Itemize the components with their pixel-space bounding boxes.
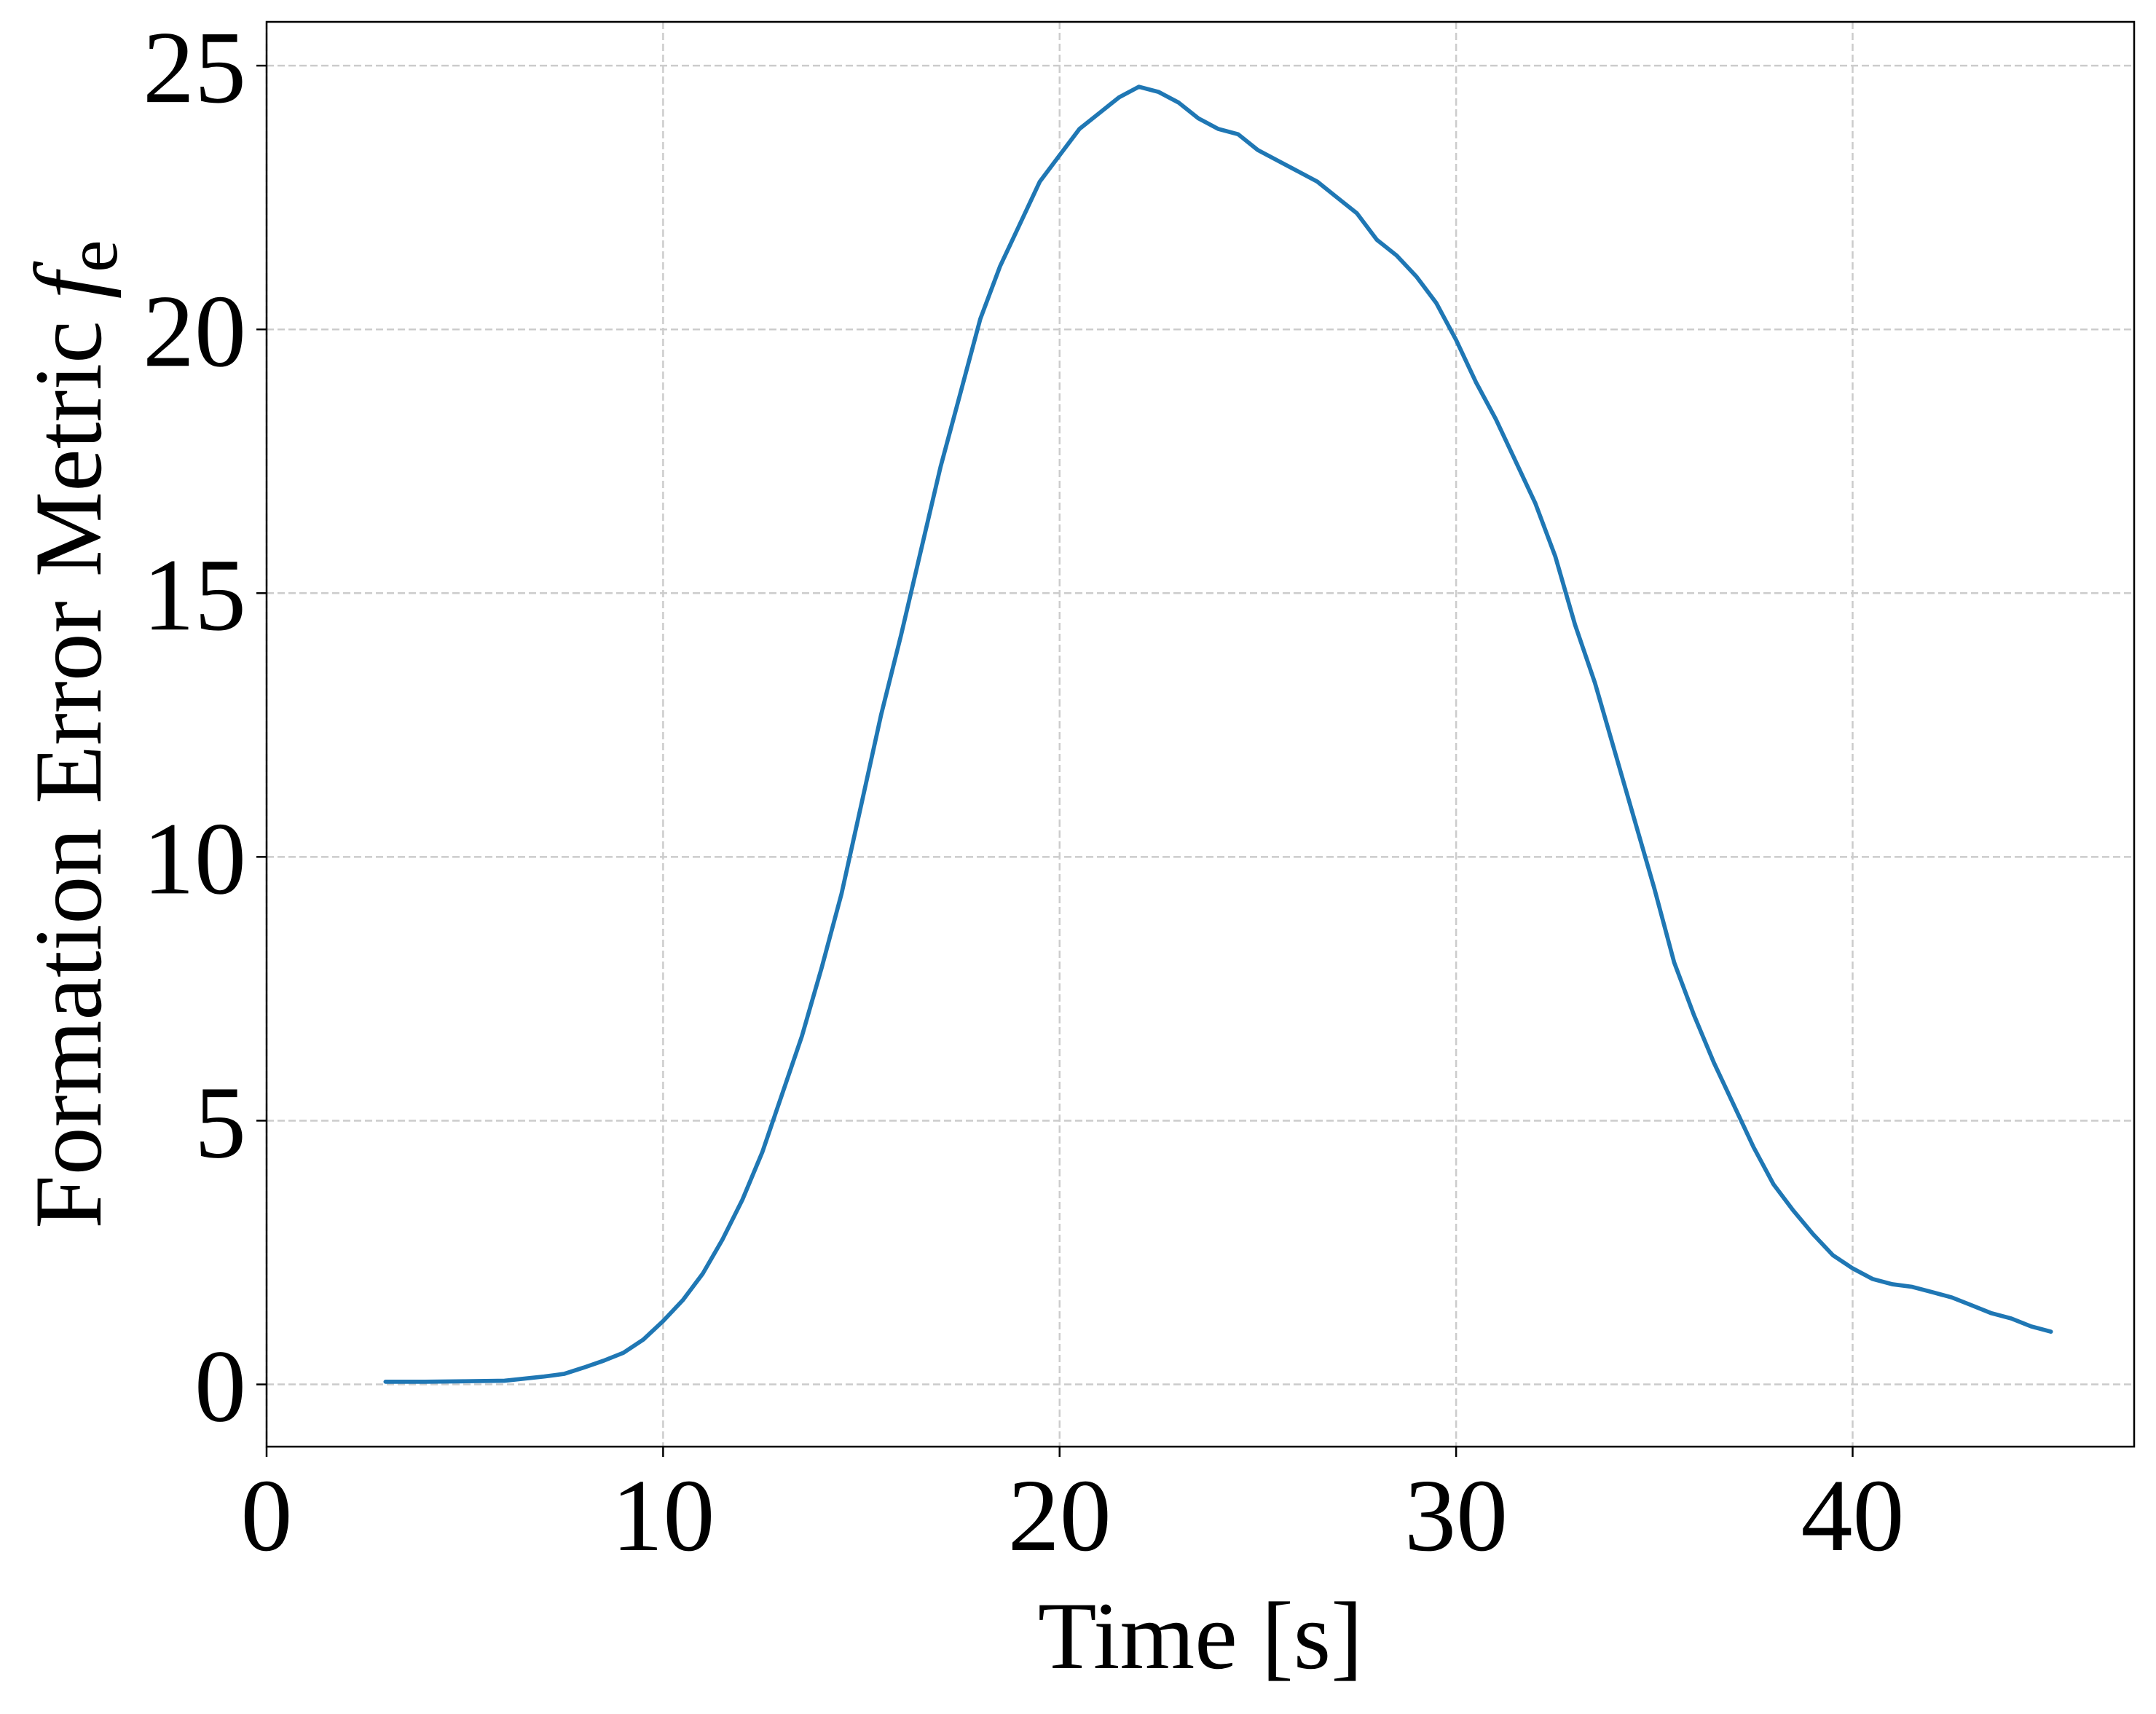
axes-frame [265,20,2136,1448]
plot-area [383,84,2053,1384]
x-tick-label: 10 [611,1458,715,1573]
y-tick-label: 0 [194,1329,246,1444]
y-axis-label: Formation Error Metricfe [15,240,133,1228]
y-tick-label: 15 [143,537,246,652]
line-series [383,84,2053,1384]
x-tick-label: 20 [1008,1458,1112,1573]
x-tick-label: 30 [1404,1458,1508,1573]
y-tick-label: 25 [143,9,246,125]
y-tick-label: 10 [143,801,246,916]
y-tick-label: 5 [194,1064,246,1179]
x-axis-label: Time [s] [1038,1582,1363,1689]
y-axis-label-text: Formation Error Metric [15,321,122,1228]
y-axis-label-subscript: e [52,240,133,272]
x-tick-label: 0 [241,1458,293,1573]
ticks: 0 10 20 30 40 0 5 10 15 20 25 [143,9,1904,1573]
y-tick-label: 20 [143,273,246,388]
x-tick-label: 40 [1801,1458,1904,1573]
